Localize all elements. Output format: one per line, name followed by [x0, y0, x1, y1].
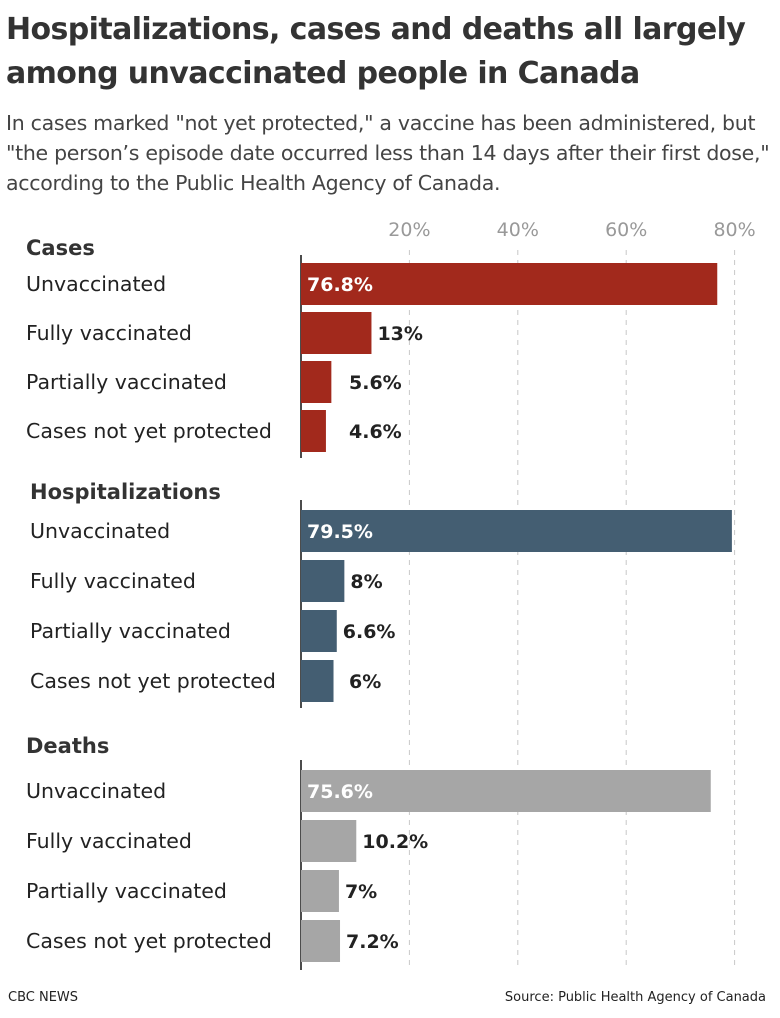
- category-label-cases-unvaccinated: Unvaccinated: [26, 272, 166, 296]
- chart-subtitle: In cases marked "not yet protected," a v…: [6, 111, 770, 195]
- bar-hospitalizations-unvaccinated: [301, 510, 732, 552]
- tick-label-20: 20%: [388, 219, 430, 241]
- category-label-deaths-partially-vaccinated: Partially vaccinated: [26, 879, 227, 903]
- value-label-deaths-unvaccinated: 75.6%: [307, 781, 373, 803]
- value-label-hospitalizations-unvaccinated: 79.5%: [307, 521, 373, 543]
- bar-cases-fully-vaccinated: [301, 312, 372, 354]
- category-label-deaths-unvaccinated: Unvaccinated: [26, 779, 166, 803]
- category-label-deaths-fully-vaccinated: Fully vaccinated: [26, 829, 192, 853]
- category-label-hospitalizations-unvaccinated: Unvaccinated: [30, 519, 170, 543]
- category-label-hospitalizations-partially-vaccinated: Partially vaccinated: [30, 619, 231, 643]
- value-label-deaths-fully-vaccinated: 10.2%: [362, 831, 428, 853]
- bar-cases-partially-vaccinated: [301, 361, 332, 403]
- category-label-cases-fully-vaccinated: Fully vaccinated: [26, 321, 192, 345]
- panel-title-deaths: Deaths: [26, 734, 109, 758]
- bar-hospitalizations-partially-vaccinated: [301, 610, 337, 652]
- value-label-cases-unvaccinated: 76.8%: [307, 274, 373, 296]
- chart-title: Hospitalizations, cases and deaths all l…: [6, 12, 746, 91]
- bar-deaths-unvaccinated: [301, 770, 711, 812]
- bar-cases-cases-not-yet-protected: [301, 410, 326, 452]
- bar-deaths-partially-vaccinated: [301, 870, 339, 912]
- value-label-deaths-cases-not-yet-protected: 7.2%: [346, 931, 399, 953]
- category-label-cases-partially-vaccinated: Partially vaccinated: [26, 370, 227, 394]
- category-label-hospitalizations-fully-vaccinated: Fully vaccinated: [30, 569, 196, 593]
- bar-hospitalizations-fully-vaccinated: [301, 560, 345, 602]
- value-label-cases-fully-vaccinated: 13%: [377, 323, 422, 345]
- value-label-hospitalizations-partially-vaccinated: 6.6%: [343, 621, 396, 643]
- value-label-hospitalizations-cases-not-yet-protected: 6%: [349, 671, 381, 693]
- panel-title-cases: Cases: [26, 236, 95, 260]
- tick-label-80: 80%: [713, 219, 755, 241]
- value-label-cases-partially-vaccinated: 5.6%: [349, 372, 402, 394]
- bar-hospitalizations-cases-not-yet-protected: [301, 660, 334, 702]
- bar-deaths-cases-not-yet-protected: [301, 920, 341, 962]
- bar-cases-unvaccinated: [301, 263, 718, 305]
- bar-deaths-fully-vaccinated: [301, 820, 357, 862]
- footer-source: Source: Public Health Agency of Canada: [504, 990, 766, 1005]
- panel-title-hospitalizations: Hospitalizations: [30, 480, 221, 504]
- category-label-cases-cases-not-yet-protected: Cases not yet protected: [26, 419, 272, 443]
- footer-credit: CBC NEWS: [8, 990, 79, 1005]
- tick-label-40: 40%: [497, 219, 539, 241]
- category-label-hospitalizations-cases-not-yet-protected: Cases not yet protected: [30, 669, 276, 693]
- category-label-deaths-cases-not-yet-protected: Cases not yet protected: [26, 929, 272, 953]
- value-label-cases-cases-not-yet-protected: 4.6%: [349, 421, 402, 443]
- value-label-deaths-partially-vaccinated: 7%: [345, 881, 377, 903]
- value-label-hospitalizations-fully-vaccinated: 8%: [350, 571, 382, 593]
- tick-label-60: 60%: [605, 219, 647, 241]
